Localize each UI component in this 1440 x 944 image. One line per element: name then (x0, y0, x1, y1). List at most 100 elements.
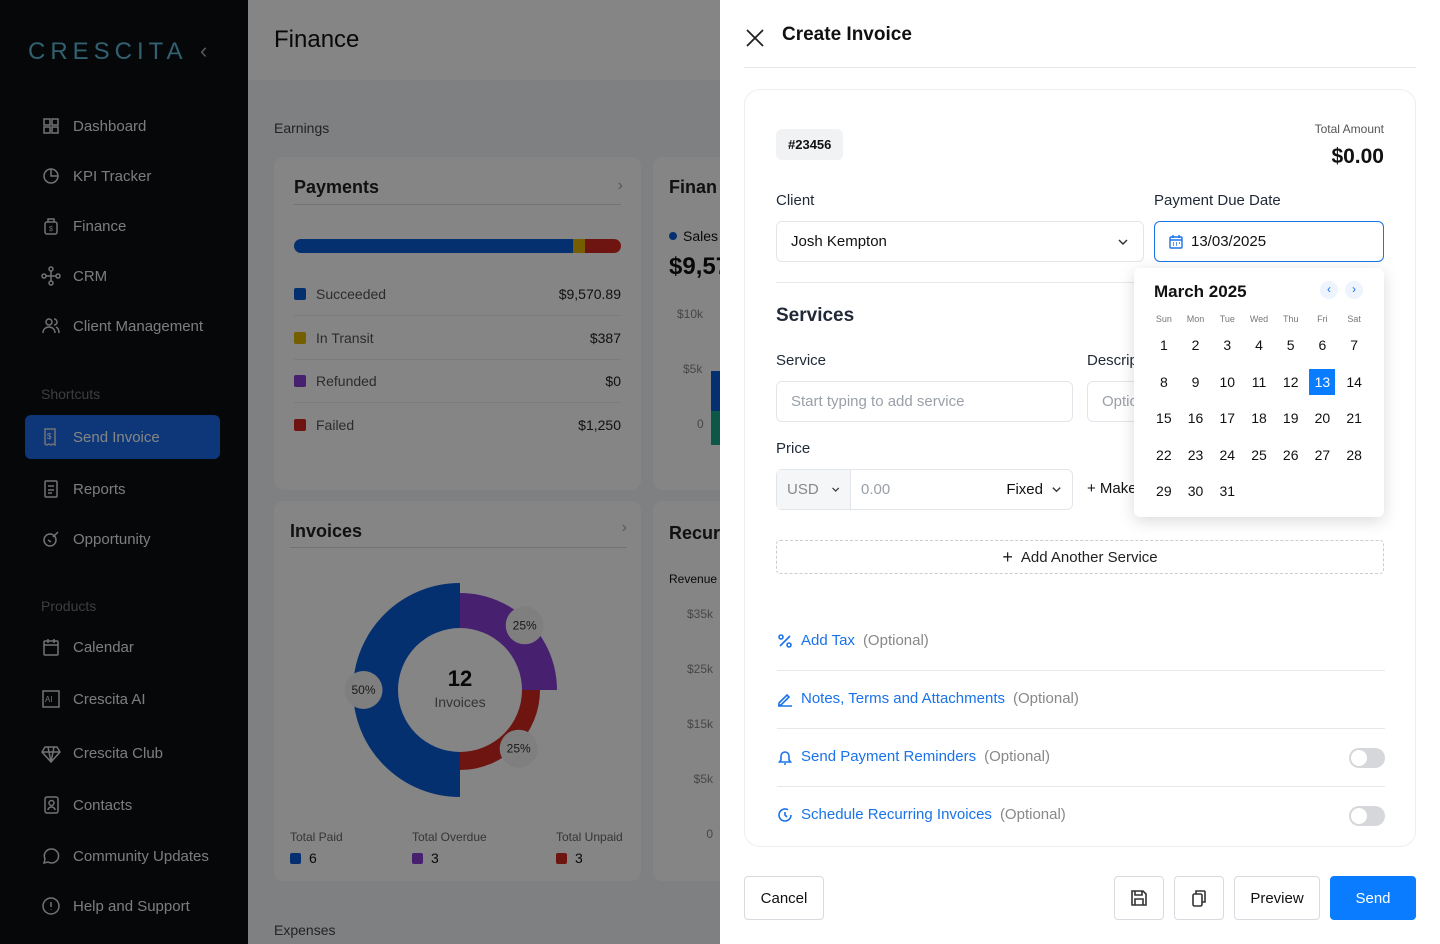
service-input[interactable]: Start typing to add service (776, 381, 1073, 422)
chevron-right-icon[interactable]: › (621, 519, 627, 536)
percent-label: 50% (351, 683, 375, 697)
calendar-day[interactable]: 28 (1346, 446, 1362, 463)
chevron-left-icon[interactable]: ‹ (200, 38, 208, 63)
option-bell[interactable]: Send Payment Reminders (Optional) (777, 748, 1385, 765)
sidebar-item-kpi-tracker[interactable]: KPI Tracker (41, 166, 151, 186)
sidebar-item-crm[interactable]: CRM (41, 266, 107, 286)
next-month-button[interactable]: › (1345, 281, 1363, 299)
calendar-day[interactable]: 6 (1318, 337, 1327, 353)
donut-segment (460, 593, 557, 690)
tick: $35k (686, 607, 713, 621)
toggle-switch[interactable] (1349, 748, 1385, 768)
close-icon[interactable] (744, 27, 766, 49)
calendar-day[interactable]: 4 (1255, 337, 1263, 353)
calendar-day[interactable]: 27 (1314, 446, 1331, 463)
sidebar-item-label: Client Management (73, 317, 204, 335)
weekday-label: Wed (1249, 314, 1269, 324)
sidebar-item-contacts[interactable]: Contacts (41, 795, 132, 815)
option-recurring-clock[interactable]: Schedule Recurring Invoices (Optional) (777, 806, 1385, 823)
recurring-clock-icon (778, 807, 793, 822)
legend-swatch (412, 852, 423, 864)
toggle-switch[interactable] (1349, 806, 1385, 826)
calendar-day[interactable]: 31 (1219, 483, 1236, 499)
calendar-day[interactable]: 29 (1156, 483, 1172, 499)
price-type-select[interactable]: Fixed (1006, 481, 1072, 498)
currency-select[interactable]: USD (777, 470, 851, 509)
sidebar-item-label: Community Updates (73, 847, 209, 865)
save-button[interactable] (1114, 876, 1164, 920)
sidebar-item-community-updates[interactable]: Community Updates (41, 846, 209, 866)
calendar-day[interactable]: 10 (1219, 373, 1236, 390)
calendar-day[interactable]: 26 (1282, 446, 1299, 463)
svg-text:$: $ (47, 432, 52, 441)
sidebar-item-opportunity[interactable]: Opportunity (41, 529, 151, 549)
invoice-legend-item: Total Paid 6 (290, 830, 343, 866)
calendar-day[interactable]: 20 (1314, 410, 1331, 426)
sidebar-item-label: Dashboard (73, 117, 147, 135)
payments-card: Payments › Succeeded $9,570.89 In Transit $… (274, 157, 641, 490)
weekday-label: Thu (1282, 314, 1299, 324)
preview-button[interactable]: Preview (1234, 876, 1320, 920)
calendar-day[interactable]: 23 (1187, 446, 1204, 463)
calendar-day[interactable]: 13 (1307, 368, 1339, 406)
calendar-day[interactable]: 22 (1156, 446, 1172, 463)
calendar-day[interactable]: 14 (1346, 373, 1362, 390)
calendar-day[interactable]: 5 (1286, 337, 1295, 353)
legend-swatch (294, 375, 306, 387)
calendar-day[interactable]: 12 (1282, 373, 1299, 390)
percent-label: 25% (507, 742, 531, 756)
cancel-button[interactable]: Cancel (744, 876, 824, 920)
calendar-day[interactable]: 24 (1219, 446, 1236, 463)
payment-value: $9,570.89 (558, 286, 621, 302)
calendar-day[interactable]: 19 (1282, 410, 1299, 426)
price-input[interactable]: 0.00 (861, 481, 891, 498)
sidebar-item-calendar[interactable]: Calendar (41, 637, 134, 657)
date-picker: March 2025 ‹ › Sun Mon Tue Wed Thu Fri Sat 1 2 3 4… (1134, 268, 1384, 517)
payment-value: $0 (605, 373, 621, 389)
calendar-day[interactable]: 25 (1251, 446, 1267, 463)
payment-row: Refunded $0 (294, 360, 621, 403)
prev-month-button[interactable]: ‹ (1320, 281, 1338, 299)
invoices-total-label: Invoices (434, 694, 486, 710)
calendar-day[interactable]: 17 (1219, 410, 1236, 426)
option-pencil[interactable]: Notes, Terms and Attachments (Optional) (777, 690, 1385, 707)
tick: $5k (693, 772, 713, 786)
page-title: Finance (248, 0, 720, 80)
optional-label: (Optional) (999, 806, 1066, 823)
calendar-day[interactable]: 8 (1159, 373, 1168, 390)
calendar-day[interactable]: 16 (1187, 410, 1204, 426)
sidebar-item-crescita-ai[interactable]: AI Crescita AI (41, 689, 146, 709)
payment-value: $387 (589, 329, 621, 346)
sidebar-item-finance[interactable]: $ Finance (41, 216, 126, 236)
sidebar-item-label: Calendar (73, 638, 134, 656)
sidebar-item-send-invoice[interactable]: $ Send Invoice (25, 415, 220, 459)
sidebar-item-crescita-club[interactable]: Crescita Club (41, 743, 163, 763)
make-recurring-button[interactable]: + Make (1087, 480, 1137, 497)
calendar-day[interactable]: 2 (1191, 337, 1200, 353)
calendar-day[interactable]: 18 (1251, 410, 1267, 426)
sidebar-item-reports[interactable]: Reports (41, 479, 126, 499)
section-label: Products (41, 598, 97, 614)
svg-text:$: $ (49, 226, 53, 233)
chevron-right-icon[interactable]: › (617, 177, 623, 194)
client-select[interactable]: Josh Kempton (776, 221, 1144, 262)
calendar-day[interactable]: 21 (1346, 410, 1362, 426)
calendar-day[interactable]: 30 (1187, 483, 1204, 499)
calendar-day[interactable]: 15 (1156, 410, 1172, 426)
sidebar-item-help-and-support[interactable]: Help and Support (41, 896, 190, 916)
calendar-day[interactable]: 7 (1350, 337, 1359, 353)
option-percent[interactable]: Add Tax (Optional) (777, 632, 1385, 649)
sidebar-item-dashboard[interactable]: Dashboard (41, 116, 146, 136)
tick: $10k (677, 307, 704, 321)
calendar-day[interactable]: 11 (1251, 373, 1267, 390)
copy-button[interactable] (1174, 876, 1224, 920)
modal-backdrop[interactable] (0, 0, 720, 944)
sidebar-item-client-management[interactable]: Client Management (41, 316, 203, 336)
calendar-day[interactable]: 9 (1191, 373, 1200, 390)
tick: 0 (706, 827, 713, 841)
calendar-day[interactable]: 3 (1223, 337, 1232, 353)
add-another-service-button[interactable]: + Add Another Service (776, 540, 1384, 574)
due-date-input[interactable]: 13/03/2025 (1154, 221, 1384, 262)
calendar-day[interactable]: 1 (1159, 337, 1168, 353)
send-button[interactable]: Send (1330, 876, 1416, 920)
